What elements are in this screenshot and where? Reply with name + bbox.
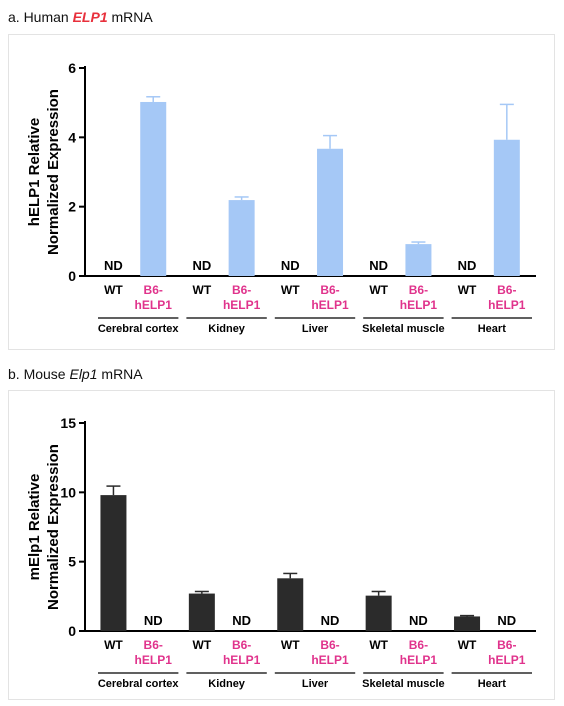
group-label-line2: hELP1 bbox=[488, 653, 526, 667]
group-label-line1: WT bbox=[193, 638, 212, 652]
group-label-line2: hELP1 bbox=[223, 653, 261, 667]
group-label-line2: hELP1 bbox=[223, 298, 261, 312]
panel-a-title-prefix: a. Human bbox=[8, 9, 73, 25]
tissue-label: Cerebral cortex bbox=[98, 323, 180, 335]
y-tick-label: 15 bbox=[60, 415, 76, 431]
group-label-line2: hELP1 bbox=[400, 653, 438, 667]
panel-b-chart-area: 0 5 10 15 mElp1 Relative Normalized Expressio… bbox=[8, 390, 555, 700]
nd-label: ND bbox=[369, 258, 388, 273]
bar bbox=[405, 244, 432, 276]
panel-a-title-gene: ELP1 bbox=[72, 9, 108, 25]
nd-label: ND bbox=[321, 613, 340, 628]
group-label-line2: hELP1 bbox=[311, 298, 349, 312]
y-axis-label-line1: mElp1 Relative bbox=[26, 474, 43, 581]
panel-a-chart-area: 0 2 4 6 hELP1 Relative Normalized Expression N… bbox=[8, 34, 555, 350]
group-label-line1: B6- bbox=[232, 283, 251, 297]
nd-label: ND bbox=[192, 258, 211, 273]
group-label-line1: WT bbox=[281, 638, 300, 652]
group-label-line2: hELP1 bbox=[488, 298, 526, 312]
group-label-line1: B6- bbox=[320, 638, 339, 652]
bar bbox=[454, 616, 481, 631]
group-label-line1: B6- bbox=[409, 283, 428, 297]
group-label-line1: WT bbox=[281, 283, 300, 297]
group-label-line1: WT bbox=[193, 283, 212, 297]
nd-label: ND bbox=[281, 258, 300, 273]
y-axis-label-line2: Normalized Expression bbox=[45, 444, 62, 610]
y-tick-label: 10 bbox=[60, 484, 76, 500]
bar bbox=[277, 578, 304, 631]
tissue-label: Heart bbox=[478, 323, 506, 335]
nd-label: ND bbox=[104, 258, 123, 273]
group-label-line2: hELP1 bbox=[311, 653, 349, 667]
tissue-label: Cerebral cortex bbox=[98, 678, 180, 690]
tissue-label: Liver bbox=[302, 678, 329, 690]
bar bbox=[493, 139, 520, 276]
tissue-label: Skeletal muscle bbox=[362, 323, 445, 335]
mouse-elp1-bar-chart: 0 5 10 15 mElp1 Relative Normalized Expressio… bbox=[26, 415, 536, 690]
bar bbox=[140, 101, 167, 277]
y-tick-label: 4 bbox=[68, 129, 76, 145]
group-label-line1: B6- bbox=[144, 638, 163, 652]
group-label-line2: hELP1 bbox=[400, 298, 438, 312]
group-label-line1: WT bbox=[104, 283, 123, 297]
human-elp1-bar-chart: 0 2 4 6 hELP1 Relative Normalized Expression N… bbox=[26, 60, 536, 335]
y-tick-label: 5 bbox=[68, 554, 76, 570]
group-label-line1: B6- bbox=[144, 283, 163, 297]
group-label-line1: WT bbox=[369, 638, 388, 652]
tissue-label: Liver bbox=[302, 323, 329, 335]
group-label-line1: B6- bbox=[497, 283, 516, 297]
panel-b-title-prefix: b. Mouse bbox=[8, 366, 70, 382]
nd-label: ND bbox=[144, 613, 163, 628]
group-label-line2: hELP1 bbox=[135, 298, 173, 312]
group-label-line1: B6- bbox=[320, 283, 339, 297]
nd-label: ND bbox=[409, 613, 428, 628]
panel-b-title: b. Mouse Elp1 mRNA bbox=[8, 366, 143, 382]
bar bbox=[365, 595, 392, 631]
bar bbox=[317, 148, 344, 276]
group-label-line1: B6- bbox=[409, 638, 428, 652]
y-tick-label: 0 bbox=[68, 623, 76, 639]
bar bbox=[228, 200, 255, 276]
y-axis-label-line2: Normalized Expression bbox=[45, 89, 62, 255]
nd-label: ND bbox=[232, 613, 251, 628]
y-tick-label: 2 bbox=[68, 199, 76, 215]
bar bbox=[188, 593, 215, 631]
group-label-line2: hELP1 bbox=[135, 653, 173, 667]
panel-a-title: a. Human ELP1 mRNA bbox=[8, 9, 153, 25]
y-axis-label-line1: hELP1 Relative bbox=[26, 118, 43, 226]
panel-b-title-suffix: mRNA bbox=[97, 366, 143, 382]
y-tick-label: 0 bbox=[68, 268, 76, 284]
panel-b-title-gene: Elp1 bbox=[69, 366, 98, 382]
group-label-line1: B6- bbox=[497, 638, 516, 652]
panel-a-title-suffix: mRNA bbox=[107, 9, 153, 25]
nd-label: ND bbox=[497, 613, 516, 628]
bar bbox=[100, 495, 127, 631]
tissue-label: Kidney bbox=[208, 678, 246, 690]
group-label-line1: B6- bbox=[232, 638, 251, 652]
group-label-line1: WT bbox=[369, 283, 388, 297]
nd-label: ND bbox=[458, 258, 477, 273]
group-label-line1: WT bbox=[104, 638, 123, 652]
tissue-label: Skeletal muscle bbox=[362, 678, 445, 690]
group-label-line1: WT bbox=[458, 638, 477, 652]
y-tick-label: 6 bbox=[68, 60, 76, 76]
group-label-line1: WT bbox=[458, 283, 477, 297]
tissue-label: Kidney bbox=[208, 323, 246, 335]
tissue-label: Heart bbox=[478, 678, 506, 690]
